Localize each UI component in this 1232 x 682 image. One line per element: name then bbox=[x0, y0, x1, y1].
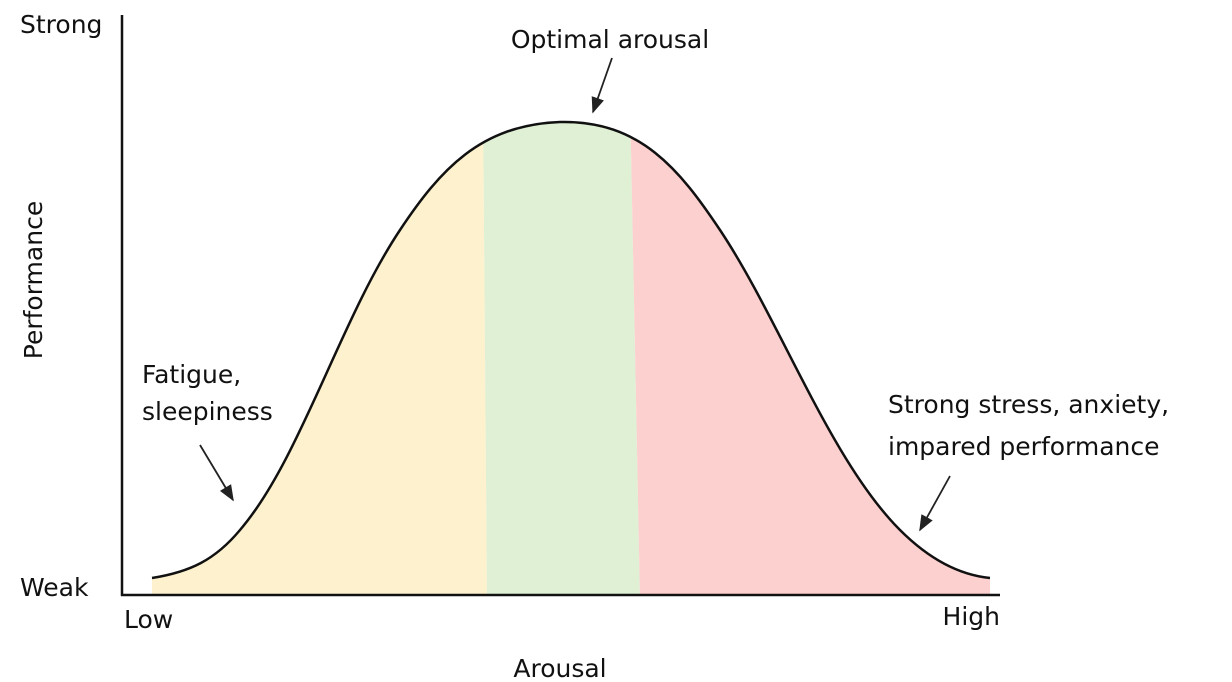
y-top-label: Strong bbox=[20, 10, 102, 39]
y-bottom-label: Weak bbox=[20, 573, 89, 602]
y-axis-title: Performance bbox=[19, 201, 48, 359]
performance-curve bbox=[151, 120, 991, 580]
stress-zone bbox=[630, 121, 990, 595]
annotation: Fatigue, bbox=[142, 360, 241, 389]
arrow bbox=[919, 475, 951, 532]
fatigue-zone bbox=[152, 121, 487, 595]
annotation: Strong stress, anxiety, bbox=[888, 390, 1169, 419]
arrow bbox=[199, 444, 234, 502]
annotation: Optimal arousal bbox=[511, 25, 709, 54]
annotation: sleepiness bbox=[142, 397, 273, 426]
zones bbox=[152, 121, 990, 595]
x-axis-title: Arousal bbox=[513, 654, 606, 682]
annotation: impared performance bbox=[888, 432, 1160, 461]
arrow bbox=[591, 57, 613, 114]
optimal-zone bbox=[483, 121, 640, 595]
x-left-label: Low bbox=[124, 605, 173, 634]
x-right-label: High bbox=[943, 602, 1000, 631]
